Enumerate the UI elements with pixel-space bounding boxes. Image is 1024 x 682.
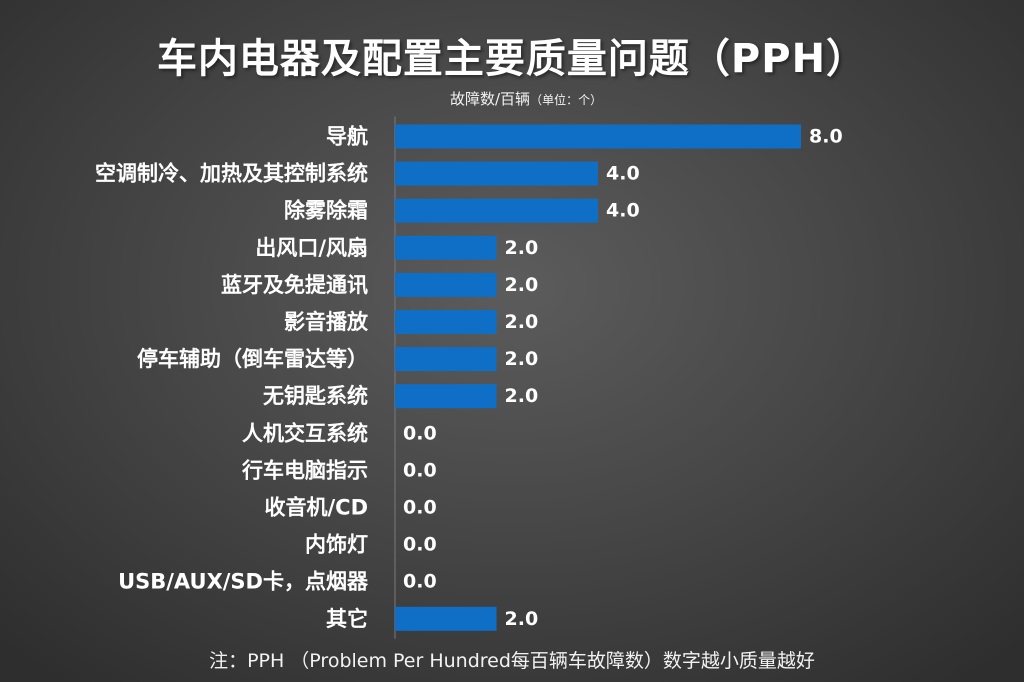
- category-label: 出风口/风扇: [255, 236, 368, 260]
- value-label: 4.0: [606, 163, 640, 185]
- chart-title: 车内电器及配置主要质量问题（PPH）: [156, 36, 868, 82]
- value-label: 0.0: [403, 497, 437, 519]
- category-label: 内饰灯: [305, 533, 368, 557]
- value-label: 2.0: [505, 385, 539, 407]
- value-label: 2.0: [505, 608, 539, 630]
- value-label: 0.0: [403, 571, 437, 593]
- value-label: 2.0: [505, 311, 539, 333]
- value-label: 0.0: [403, 534, 437, 556]
- category-label: 无钥匙系统: [263, 384, 368, 408]
- unit-main: 故障数/百辆: [450, 90, 531, 108]
- category-label: USB/AUX/SD卡，点烟器: [118, 570, 369, 594]
- category-label: 空调制冷、加热及其控制系统: [95, 162, 368, 186]
- category-label: 收音机/CD: [264, 496, 368, 520]
- bar: [395, 161, 598, 186]
- unit-label: 故障数/百辆（单位：个）: [450, 88, 602, 109]
- category-label: 蓝牙及免提通讯: [221, 273, 368, 297]
- category-label: 导航: [326, 125, 368, 149]
- value-label: 8.0: [809, 126, 843, 148]
- bar: [395, 272, 497, 297]
- unit-sub: （单位：个）: [530, 93, 603, 107]
- category-label: 影音播放: [284, 310, 369, 334]
- bar: [395, 124, 801, 149]
- value-label: 2.0: [505, 348, 539, 370]
- bar: [395, 606, 497, 631]
- value-label: 0.0: [403, 422, 437, 444]
- category-label: 停车辅助（倒车雷达等）: [137, 347, 368, 371]
- bar: [395, 347, 497, 372]
- bar: [395, 310, 497, 334]
- category-label: 其它: [326, 607, 368, 631]
- value-label: 0.0: [403, 459, 437, 481]
- bar: [395, 235, 497, 260]
- footnote: 注：PPH （Problem Per Hundred每百辆车故障数）数字越小质量…: [209, 650, 815, 672]
- bar: [395, 384, 497, 409]
- category-label: 除雾除霜: [284, 199, 368, 223]
- category-label: 行车电脑指示: [241, 458, 368, 482]
- bar: [395, 198, 598, 223]
- value-label: 2.0: [505, 237, 539, 259]
- value-label: 2.0: [505, 274, 539, 296]
- category-label: 人机交互系统: [242, 421, 368, 445]
- value-label: 4.0: [606, 200, 640, 222]
